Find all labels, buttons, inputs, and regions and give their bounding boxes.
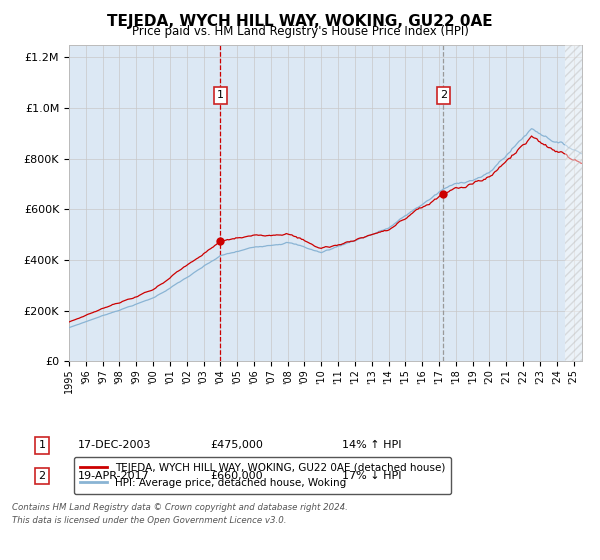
Text: 14% ↑ HPI: 14% ↑ HPI [342, 440, 401, 450]
Text: 1: 1 [38, 440, 46, 450]
Text: 1: 1 [217, 90, 224, 100]
Legend: TEJEDA, WYCH HILL WAY, WOKING, GU22 0AE (detached house), HPI: Average price, de: TEJEDA, WYCH HILL WAY, WOKING, GU22 0AE … [74, 456, 451, 494]
Text: 19-APR-2017: 19-APR-2017 [78, 471, 150, 481]
Text: £660,000: £660,000 [210, 471, 263, 481]
Text: TEJEDA, WYCH HILL WAY, WOKING, GU22 0AE: TEJEDA, WYCH HILL WAY, WOKING, GU22 0AE [107, 14, 493, 29]
Text: 2: 2 [38, 471, 46, 481]
Text: 2: 2 [440, 90, 447, 100]
Bar [565, 45, 582, 361]
Text: Contains HM Land Registry data © Crown copyright and database right 2024.: Contains HM Land Registry data © Crown c… [12, 503, 348, 512]
Text: 17-DEC-2003: 17-DEC-2003 [78, 440, 151, 450]
Text: This data is licensed under the Open Government Licence v3.0.: This data is licensed under the Open Gov… [12, 516, 287, 525]
Text: 17% ↓ HPI: 17% ↓ HPI [342, 471, 401, 481]
Text: £475,000: £475,000 [210, 440, 263, 450]
Text: Price paid vs. HM Land Registry's House Price Index (HPI): Price paid vs. HM Land Registry's House … [131, 25, 469, 38]
